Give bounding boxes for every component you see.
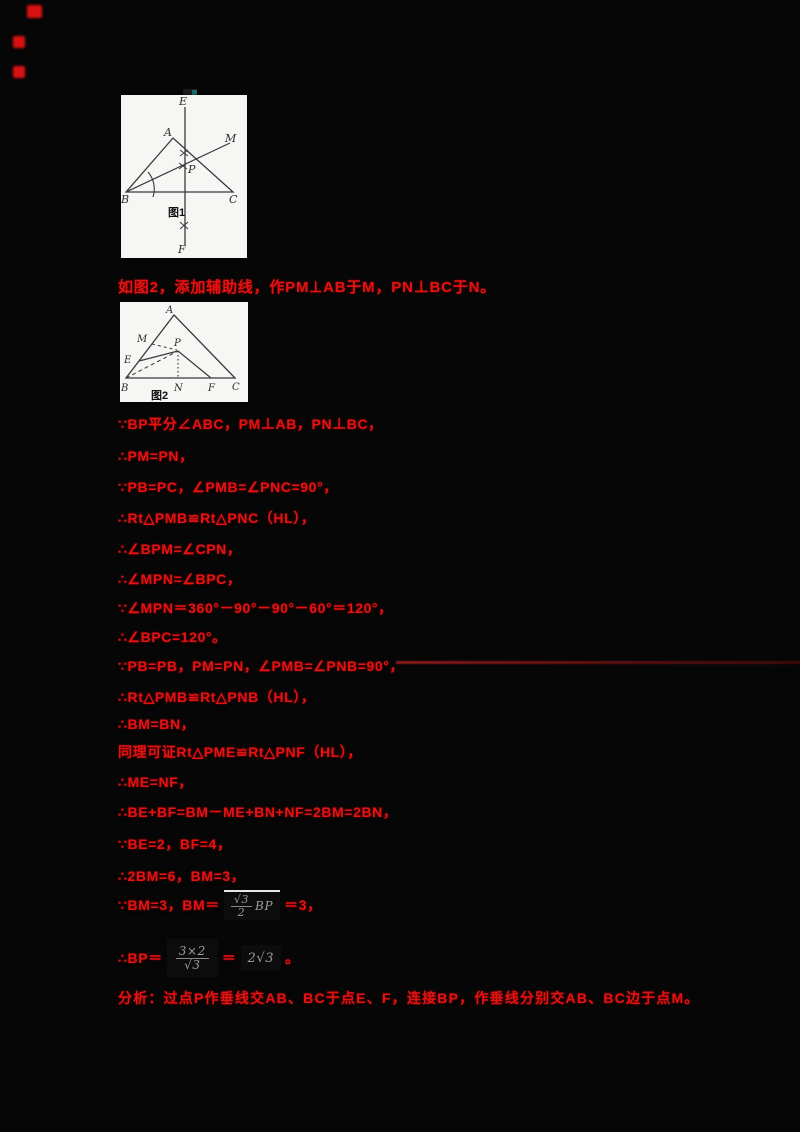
fig2-label-F: F	[207, 383, 216, 394]
artifact-mark	[27, 5, 42, 18]
proof-line: ∴PM=PN，	[118, 448, 194, 464]
fig2-label-N: N	[173, 383, 184, 394]
figure1-image: E A M P B C F 图1	[120, 95, 247, 258]
proof-line: ∴BM=BN，	[118, 716, 196, 732]
fraction-numerator: 3×2	[175, 945, 209, 959]
proof-line: ∴∠BPM=∠CPN，	[118, 541, 242, 557]
footer-line: 分析：过点P作垂线交AB、BC于点E、F，连接BP，作垂线分别交AB、BC边于点…	[118, 990, 700, 1006]
fraction-denominator: 2	[237, 905, 246, 919]
scan-artifact-chip	[183, 89, 197, 99]
strike-line-artifact	[396, 661, 800, 664]
fig1-label-E: E	[178, 95, 187, 108]
proof-line: ∴ME=NF，	[118, 774, 193, 790]
proof-line: ∵BE=2，BF=4，	[118, 836, 232, 852]
eq2-pre-text: ∴BP＝	[118, 950, 163, 966]
fig2-label-B: B	[120, 383, 128, 394]
proof-line: ∴∠BPC=120°。	[118, 629, 227, 645]
fig2-label-A: A	[165, 305, 173, 316]
fig1-caption: 图1	[168, 206, 185, 219]
fraction-numerator: √3	[230, 894, 253, 907]
fig1-label-C: C	[229, 193, 238, 206]
eq1-variable: BP	[255, 899, 274, 913]
equation-image: √3 2 BP	[223, 890, 281, 920]
proof-line: ∵PB=PB，PM=PN，∠PMB=∠PNB=90°，	[118, 658, 405, 674]
figure2-image: A M P E B N F C 图2	[120, 302, 248, 402]
fig1-label-F: F	[177, 243, 186, 256]
proof-line: 同理可证Rt△PME≌Rt△PNF（HL），	[118, 744, 363, 760]
proof-line: ∴Rt△PMB≌Rt△PNC（HL），	[118, 510, 316, 526]
figure1-svg: E A M P B C F 图1	[120, 95, 238, 256]
proof-line: ∵PB=PC，∠PMB=∠PNC=90°，	[118, 479, 338, 495]
intro-line: 如图2，添加辅助线，作PM⊥AB于M，PN⊥BC于N。	[118, 279, 497, 296]
fraction: √3 2	[230, 894, 253, 919]
fig1-label-B: B	[121, 193, 129, 206]
artifact-mark	[13, 66, 25, 78]
eq2-equals: ＝	[221, 950, 237, 966]
equation-image: 2√3	[240, 945, 282, 971]
proof-line: ∴Rt△PMB≌Rt△PNB（HL），	[118, 689, 316, 705]
scan-artifact-teal	[192, 90, 197, 97]
fraction: 3×2 √3	[175, 945, 209, 972]
eq2-period: 。	[285, 950, 300, 966]
fig2-label-E: E	[123, 355, 132, 366]
equation-image: 3×2 √3	[166, 939, 218, 977]
eq1-pre-text: ∵BM=3，BM＝	[118, 897, 220, 913]
fig2-label-C: C	[232, 382, 240, 393]
fig1-label-A: A	[163, 126, 172, 139]
artifact-mark	[13, 36, 25, 48]
eq2-result: 2√3	[247, 950, 275, 966]
fraction-denominator: √3	[184, 957, 201, 972]
proof-line: ∵BP平分∠ABC，PM⊥AB，PN⊥BC，	[118, 416, 383, 432]
proof-line: ∴∠MPN=∠BPC，	[118, 571, 242, 587]
proof-line: ∴2BM=6，BM=3，	[118, 868, 246, 884]
proof-line: ∵∠MPN＝360°－90°－90°－60°＝120°，	[118, 600, 393, 616]
fig2-label-M: M	[136, 334, 148, 345]
fig2-caption: 图2	[151, 389, 168, 402]
proof-line: ∴BE+BF=BM－ME+BN+NF=2BM=2BN，	[118, 804, 398, 820]
fig2-label-P: P	[173, 338, 181, 349]
fig1-label-M: M	[224, 132, 237, 145]
equation-line-1: ∵BM=3，BM＝ √3 2 BP ＝3，	[118, 890, 322, 920]
equation-line-2: ∴BP＝ 3×2 √3 ＝ 2√3 。	[118, 939, 300, 977]
figure2-svg: A M P E B N F C 图2	[120, 305, 240, 402]
fig1-label-P: P	[187, 163, 196, 176]
eq1-post-text: ＝3，	[284, 897, 322, 913]
